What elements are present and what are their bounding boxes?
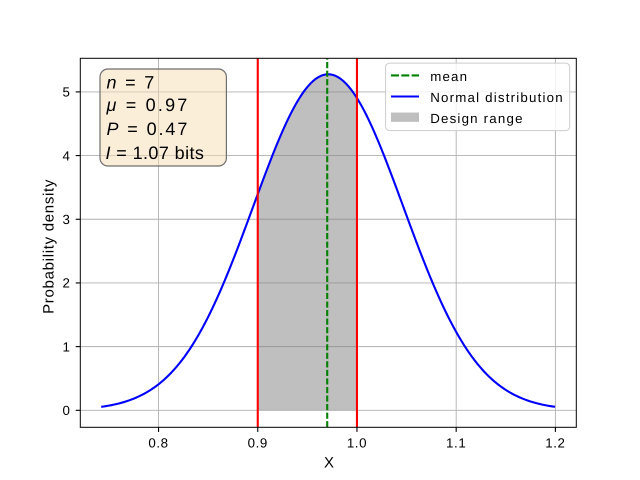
svg-text:Probability density: Probability density [41, 179, 58, 314]
svg-text:1.1: 1.1 [446, 435, 466, 450]
svg-text:μ = 0.97: μ = 0.97 [106, 95, 190, 115]
svg-text:1.0: 1.0 [347, 435, 367, 450]
svg-text:1: 1 [63, 339, 71, 354]
svg-text:X: X [324, 455, 334, 472]
svg-text:4: 4 [63, 148, 71, 163]
svg-text:I = 1.07 bits: I = 1.07 bits [106, 143, 205, 163]
svg-text:Design range: Design range [430, 111, 524, 126]
svg-text:0.9: 0.9 [248, 435, 268, 450]
svg-text:0.8: 0.8 [148, 435, 168, 450]
svg-text:P = 0.47: P = 0.47 [107, 119, 190, 139]
svg-text:0: 0 [63, 403, 71, 418]
svg-text:Normal distribution: Normal distribution [430, 90, 564, 105]
svg-text:n = 7: n = 7 [107, 73, 157, 93]
svg-text:1.2: 1.2 [545, 435, 565, 450]
svg-text:5: 5 [63, 85, 71, 100]
svg-text:2: 2 [63, 276, 71, 291]
svg-text:mean: mean [430, 69, 468, 84]
svg-text:3: 3 [63, 212, 71, 227]
